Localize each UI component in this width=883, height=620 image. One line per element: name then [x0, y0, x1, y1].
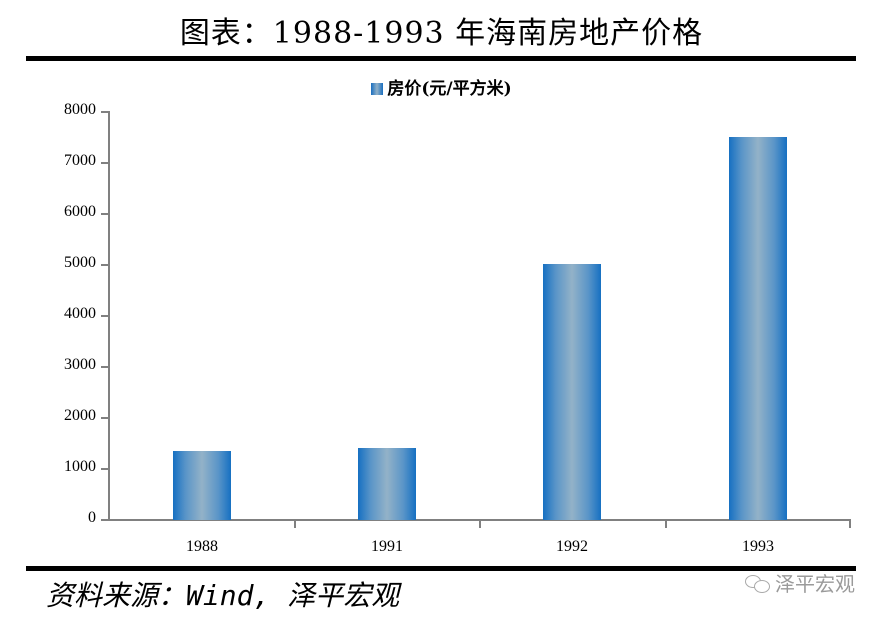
y-tick	[101, 111, 108, 113]
y-tick-label: 6000	[64, 203, 96, 220]
bar-1988	[173, 450, 231, 520]
y-tick	[101, 213, 108, 215]
y-tick	[101, 417, 108, 419]
y-tick	[101, 519, 108, 521]
y-tick-label: 7000	[64, 152, 96, 169]
x-label: 1992	[556, 538, 588, 555]
chart-title: 图表：1988-1993 年海南房地产价格	[179, 16, 704, 51]
y-tick-label: 2000	[64, 407, 96, 424]
source-note: 资料来源：Wind, 泽平宏观	[46, 579, 400, 612]
bar-1993	[729, 136, 787, 520]
legend-label: 房价(元/平方米)	[387, 79, 512, 99]
wechat-icon	[745, 573, 771, 593]
x-tick	[849, 520, 851, 528]
x-label: 1993	[742, 538, 774, 555]
y-tick-label: 0	[88, 509, 96, 526]
bottom-rule	[26, 566, 856, 571]
legend: 房价(元/平方米)	[0, 74, 883, 99]
top-rule	[26, 56, 856, 61]
x-tick	[479, 520, 481, 528]
y-tick	[101, 366, 108, 368]
x-tick	[665, 520, 667, 528]
bar-1991	[358, 448, 416, 520]
y-tick-label: 4000	[64, 305, 96, 322]
y-tick-label: 8000	[64, 101, 96, 118]
x-tick	[294, 520, 296, 528]
bar-1992	[543, 264, 601, 520]
y-tick-label: 3000	[64, 356, 96, 373]
x-label: 1988	[186, 538, 218, 555]
y-tick	[101, 315, 108, 317]
watermark-text: 泽平宏观	[775, 572, 855, 596]
y-tick-label: 1000	[64, 458, 96, 475]
legend-swatch-icon	[371, 83, 384, 95]
y-tick	[101, 468, 108, 470]
watermark: 泽平宏观	[745, 568, 855, 597]
x-label: 1991	[371, 538, 403, 555]
y-tick	[101, 264, 108, 266]
y-tick	[101, 162, 108, 164]
y-axis	[108, 111, 110, 521]
y-tick-label: 5000	[64, 254, 96, 271]
plot-area: 8000 7000 6000 5000 4000 3000 2000 1000 …	[64, 101, 851, 555]
